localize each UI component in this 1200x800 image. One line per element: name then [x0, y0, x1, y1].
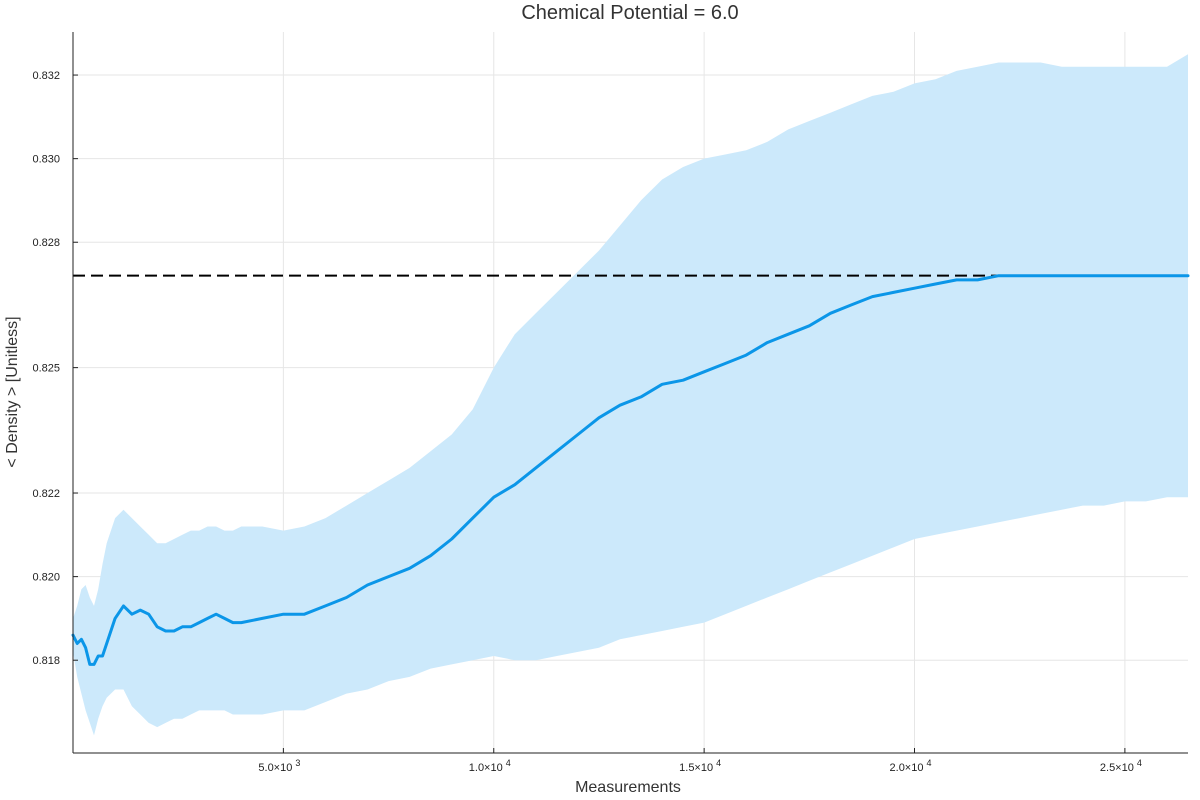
confidence-band-layer	[73, 54, 1188, 736]
x-ticks: 5.0×10 3 1.0×10 4 1.5×10 4 2.0×10 4 2.5×10 4	[258, 748, 1142, 774]
chart-title: Chemical Potential = 6.0	[521, 2, 738, 24]
x-tick-label: 2.5×10 4	[1100, 758, 1142, 774]
y-tick-label: 0.832	[32, 70, 60, 82]
x-tick-label: 1.5×10 4	[679, 758, 721, 774]
x-axis-label: Measurements	[575, 779, 681, 796]
y-tick-label: 0.828	[32, 237, 60, 249]
y-axis-label: < Density > [Unitless]	[4, 316, 21, 467]
y-ticks: 0.818 0.820 0.822 0.825 0.828 0.830 0.832	[32, 70, 78, 667]
x-tick-label: 1.0×10 4	[469, 758, 511, 774]
confidence-band	[73, 54, 1188, 736]
y-tick-label: 0.822	[32, 488, 60, 500]
y-tick-label: 0.820	[32, 572, 60, 584]
y-tick-label: 0.825	[32, 363, 60, 375]
y-tick-label: 0.830	[32, 154, 60, 166]
axes	[72, 32, 1188, 754]
y-tick-label: 0.818	[32, 655, 60, 667]
x-tick-label: 5.0×10 3	[258, 758, 300, 774]
x-tick-label: 2.0×10 4	[890, 758, 932, 774]
series-line	[71, 274, 1190, 666]
series-line-layer	[71, 274, 1190, 666]
